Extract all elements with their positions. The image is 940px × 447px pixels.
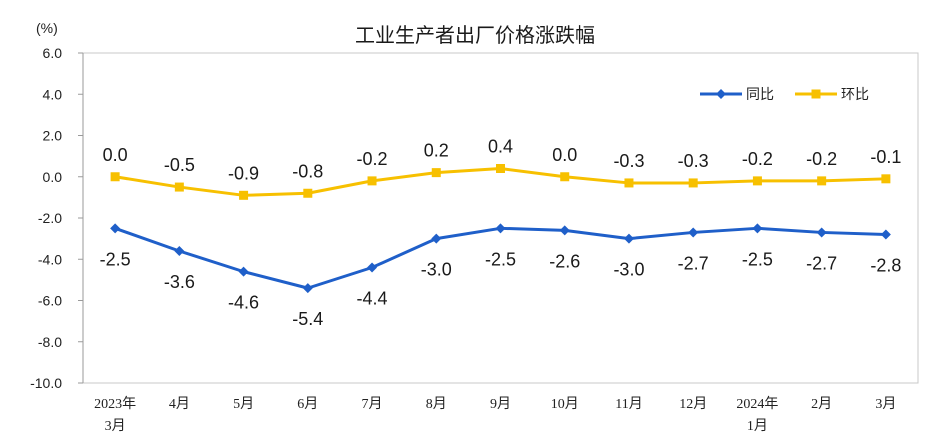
- legend-marker: [716, 89, 726, 99]
- y-tick-label: -6.0: [38, 293, 62, 309]
- legend: 同比 环比: [700, 87, 869, 103]
- x-tick-label: 11月: [615, 396, 642, 412]
- data-label: 0.0: [552, 145, 577, 165]
- y-axis-unit: (%): [36, 20, 58, 36]
- y-tick-label: 0.0: [43, 169, 63, 185]
- data-label: -2.7: [806, 253, 837, 273]
- x-tick-label: 3月: [875, 396, 896, 412]
- x-tick-label: 12月: [679, 396, 707, 412]
- data-point-0: [238, 266, 249, 277]
- data-label: 0.4: [488, 137, 513, 157]
- x-tick-label: 4月: [169, 396, 190, 412]
- data-label: -0.5: [164, 155, 195, 175]
- data-point-0: [816, 227, 827, 238]
- y-tick-label: -8.0: [38, 334, 62, 350]
- data-label: -2.5: [485, 249, 516, 269]
- data-point-1: [110, 172, 120, 182]
- data-label: 0.0: [103, 145, 128, 165]
- y-tick-label: 2.0: [43, 128, 63, 144]
- data-point-0: [431, 233, 442, 244]
- data-point-1: [560, 172, 570, 182]
- data-point-1: [496, 164, 505, 173]
- x-tick-label: 6月: [297, 396, 318, 412]
- data-point-0: [880, 229, 891, 240]
- data-point-1: [688, 178, 698, 188]
- data-label: -0.3: [678, 151, 709, 171]
- series-layer: [110, 164, 891, 294]
- y-tick-label: -4.0: [38, 251, 62, 267]
- data-label: -2.6: [549, 251, 580, 271]
- data-point-0: [367, 262, 378, 273]
- x-tick-label: 8月: [426, 396, 447, 412]
- y-tick-label: 4.0: [43, 86, 63, 102]
- data-label: -0.3: [613, 151, 644, 171]
- plot-border: [82, 52, 919, 384]
- data-label: -4.6: [228, 293, 259, 313]
- data-label: -3.0: [421, 260, 452, 280]
- data-point-1: [174, 182, 184, 192]
- data-point-1: [367, 176, 377, 186]
- data-label: -2.5: [742, 249, 773, 269]
- x-tick-label: 1月: [747, 418, 768, 434]
- x-tick-label: 7月: [362, 396, 383, 412]
- y-tick-label: -10.0: [30, 375, 62, 391]
- data-point-1: [303, 188, 313, 198]
- data-label: 0.2: [424, 141, 449, 161]
- x-tick-label: 2024年: [736, 396, 778, 412]
- x-tick-label: 2月: [811, 396, 832, 412]
- data-point-1: [752, 176, 762, 186]
- data-label: -0.1: [870, 147, 901, 167]
- data-point-1: [881, 174, 891, 184]
- data-label: -0.2: [742, 149, 773, 169]
- data-point-0: [302, 283, 313, 294]
- x-tick-label: 5月: [233, 396, 254, 412]
- data-label: -0.2: [357, 149, 388, 169]
- x-tick-label: 10月: [551, 396, 579, 412]
- data-point-1: [817, 176, 827, 186]
- data-point-1: [431, 168, 441, 178]
- data-label: -3.0: [613, 260, 644, 280]
- axes: 6.0 4.0 2.0 0.0 -2.0 -4.0 -6.0 -8.0 -10.0 2023年 3月…: [30, 45, 919, 434]
- data-labels: -2.5 -3.6 -4.6 -5.4 -4.4 -3.0 -2.5 -2.6 -3.0 -2.7…: [100, 137, 902, 330]
- y-tick-label: 6.0: [43, 45, 63, 61]
- chart-title: 工业生产者出厂价格涨跌幅: [355, 23, 595, 47]
- y-tick-label: -2.0: [38, 210, 62, 226]
- data-label: -2.7: [678, 253, 709, 273]
- data-point-0: [174, 246, 185, 256]
- data-label: -0.8: [292, 161, 323, 181]
- x-tick-label: 3月: [105, 418, 126, 434]
- data-label: -3.6: [164, 272, 195, 292]
- data-label: -4.4: [357, 289, 388, 309]
- data-point-0: [110, 223, 121, 234]
- data-point-1: [239, 190, 249, 200]
- data-label: -0.9: [228, 163, 259, 183]
- legend-marker: [811, 89, 821, 99]
- legend-label: 环比: [841, 87, 869, 103]
- data-point-0: [623, 233, 634, 244]
- x-tick-label: 9月: [490, 396, 511, 412]
- data-point-0: [688, 227, 699, 238]
- data-point-1: [624, 178, 634, 188]
- data-point-0: [495, 223, 506, 234]
- x-tick-label: 2023年: [94, 396, 136, 412]
- legend-label: 同比: [746, 87, 774, 103]
- data-label: -0.2: [806, 149, 837, 169]
- data-label: -2.5: [100, 249, 131, 269]
- data-point-0: [559, 225, 570, 236]
- data-label: -5.4: [292, 309, 323, 329]
- data-label: -2.8: [870, 256, 901, 276]
- data-point-0: [752, 223, 763, 234]
